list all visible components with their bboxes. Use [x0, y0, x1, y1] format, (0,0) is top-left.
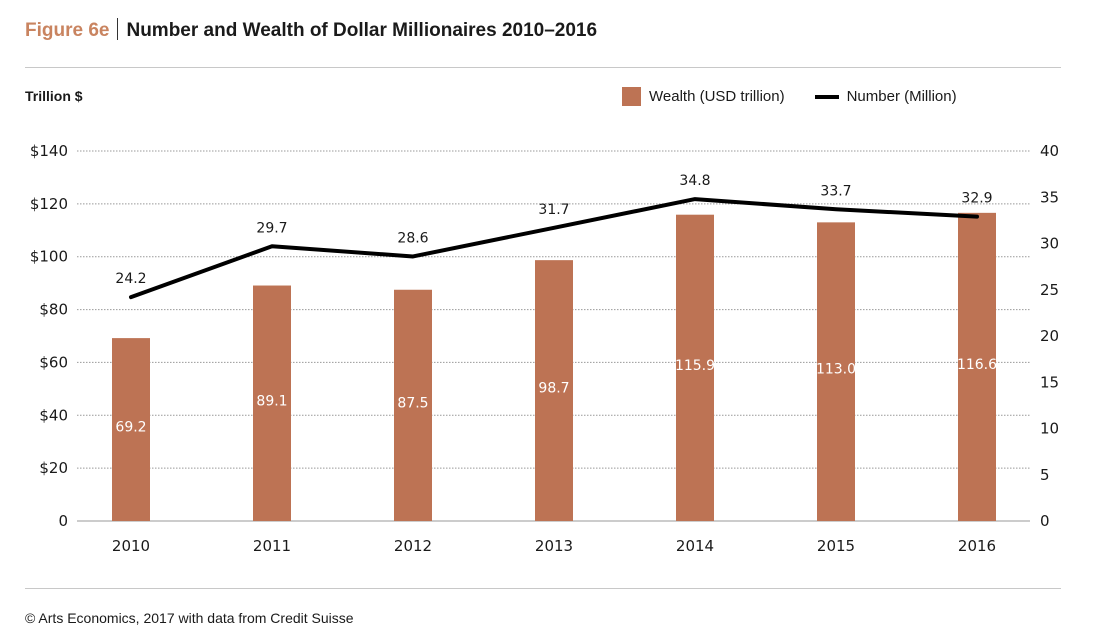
title-separator: [117, 18, 119, 40]
x-tick-label: 2013: [535, 537, 573, 555]
top-divider: [25, 67, 1061, 68]
y-right-tick-label: 0: [1040, 512, 1050, 530]
y-left-tick-label: $60: [39, 353, 68, 371]
legend: Wealth (USD trillion) Number (Million): [622, 87, 957, 106]
y-right-tick-label: 40: [1040, 142, 1059, 160]
x-tick-label: 2012: [394, 537, 432, 555]
bar-value-label: 87.5: [397, 395, 428, 411]
legend-line-swatch: [814, 94, 839, 99]
y-right-tick-label: 30: [1040, 235, 1059, 253]
y-left-tick-label: $40: [39, 406, 68, 424]
bar-2011: [253, 285, 291, 521]
y-left-tick-label: $120: [30, 195, 68, 213]
line-value-label: 24.2: [115, 271, 146, 287]
x-tick-label: 2011: [253, 537, 291, 555]
bar-2016: [958, 212, 996, 522]
y-right-tick-label: 5: [1040, 466, 1050, 484]
line-value-label: 32.9: [961, 191, 992, 207]
bar-value-label: 69.2: [115, 420, 146, 436]
y-left-tick-label: 0: [58, 512, 68, 530]
bar-2010: [112, 338, 150, 521]
y-axis-label: Trillion $: [25, 88, 83, 104]
bar-value-label: 98.7: [538, 381, 569, 397]
bar-value-label: 116.6: [957, 357, 997, 373]
y-left-tick-label: $140: [30, 142, 68, 160]
y-left-tick-label: $100: [30, 248, 68, 266]
x-tick-label: 2014: [676, 537, 714, 555]
y-right-tick-label: 10: [1040, 420, 1059, 438]
bar-2012: [394, 289, 432, 521]
bottom-divider: [25, 588, 1061, 589]
figure-label: Figure 6e: [25, 20, 110, 41]
line-value-label: 34.8: [679, 173, 710, 189]
source-note: © Arts Economics, 2017 with data from Cr…: [25, 610, 354, 626]
line-value-label: 29.7: [256, 220, 287, 236]
y-right-tick-label: 35: [1040, 188, 1059, 206]
bar-2014: [676, 214, 714, 521]
bar-2015: [817, 222, 855, 521]
bar-2013: [535, 260, 573, 521]
chart-title: Figure 6e Number and Wealth of Dollar Mil…: [25, 18, 597, 42]
y-left-tick-label: $80: [39, 301, 68, 319]
bar-value-label: 115.9: [675, 358, 715, 374]
line-value-label: 28.6: [397, 230, 428, 246]
title-text: Number and Wealth of Dollar Millionaires…: [126, 20, 598, 41]
number-line: [129, 197, 979, 300]
line-value-label: 31.7: [538, 202, 569, 218]
legend-number: Number (Million): [846, 88, 957, 105]
y-right-tick-label: 15: [1040, 373, 1059, 391]
x-tick-label: 2010: [112, 537, 150, 555]
y-right-tick-label: 25: [1040, 281, 1059, 299]
bar-value-label: 113.0: [816, 362, 856, 378]
bar-value-label: 89.1: [256, 393, 287, 409]
x-tick-label: 2015: [817, 537, 855, 555]
line-value-label: 33.7: [820, 183, 851, 199]
y-right-tick-label: 20: [1040, 327, 1059, 345]
x-tick-label: 2016: [958, 537, 996, 555]
legend-bar-swatch: [622, 87, 641, 106]
y-left-tick-label: $20: [39, 459, 68, 477]
legend-wealth: Wealth (USD trillion): [649, 88, 785, 105]
